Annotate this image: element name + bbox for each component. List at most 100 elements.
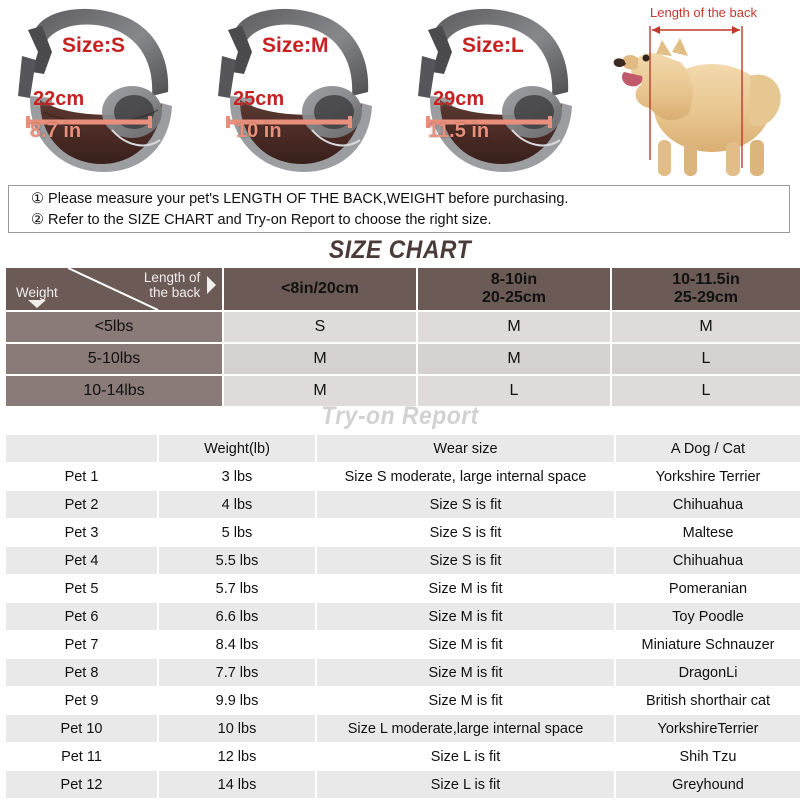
bag-inch-label: 11.5 in: [428, 120, 490, 142]
tryon-wear: Size M is fit: [317, 603, 614, 630]
tryon-header-animal: A Dog / Cat: [616, 435, 800, 462]
tryon-animal: Chihuahua: [616, 547, 800, 574]
corner-length-group: Length of the back: [144, 270, 216, 300]
table-row: Pet 12 14 lbs Size L is fit Greyhound: [6, 771, 800, 798]
size-chart-row: 10-14lbs M L L: [6, 376, 800, 406]
size-chart-header-row: Weight Length of the back <8in/20cm 8-10…: [6, 268, 800, 310]
table-row: Pet 3 5 lbs Size S is fit Maltese: [6, 519, 800, 546]
size-chart-cell: S: [224, 312, 416, 342]
tryon-header-row: Weight(lb) Wear size A Dog / Cat: [6, 435, 800, 462]
corner-weight-label: Weight: [16, 285, 58, 300]
corner-weight-group: Weight: [16, 285, 58, 308]
table-row: Pet 8 7.7 lbs Size M is fit DragonLi: [6, 659, 800, 686]
size-chart-corner-cell: Weight Length of the back: [6, 268, 222, 310]
measure-arrow-icon: [426, 116, 552, 128]
tryon-animal: DragonLi: [616, 659, 800, 686]
sling-bag-illustration: [18, 8, 172, 172]
tryon-header-weight: Weight(lb): [159, 435, 315, 462]
table-row: Pet 10 10 lbs Size L moderate,large inte…: [6, 715, 800, 742]
tryon-animal: YorkshireTerrier: [616, 715, 800, 742]
tryon-animal: Yorkshire Terrier: [616, 463, 800, 490]
size-chart-title: SIZE CHART: [328, 236, 472, 264]
size-chart-table: Weight Length of the back <8in/20cm 8-10…: [4, 266, 800, 408]
tryon-wear: Size L moderate,large internal space: [317, 715, 614, 742]
table-row: Pet 1 3 lbs Size S moderate, large inter…: [6, 463, 800, 490]
tryon-weight: 12 lbs: [159, 743, 315, 770]
size-chart-row: 5-10lbs M M L: [6, 344, 800, 374]
bag-image-medium: Size:M 25cm 10 in: [200, 0, 400, 182]
size-chart-row: <5lbs S M M: [6, 312, 800, 342]
size-chart-col-header: 8-10in 20-25cm: [418, 268, 610, 310]
measure-arrow-icon: [26, 116, 152, 128]
tryon-animal: Greyhound: [616, 771, 800, 798]
tryon-pet: Pet 3: [6, 519, 157, 546]
tryon-wear: Size M is fit: [317, 687, 614, 714]
tryon-animal: Shih Tzu: [616, 743, 800, 770]
table-row: Pet 4 5.5 lbs Size S is fit Chihuahua: [6, 547, 800, 574]
col-header-line1: <8in/20cm: [281, 280, 359, 297]
corner-length-text: Length of the back: [144, 270, 200, 300]
tryon-wear: Size S moderate, large internal space: [317, 463, 614, 490]
tryon-pet: Pet 12: [6, 771, 157, 798]
bag-size-label: Size:S: [62, 34, 126, 57]
triangle-down-icon: [27, 300, 46, 308]
col-header-line2: 25-29cm: [673, 289, 739, 306]
tryon-report-title: Try-on Report: [321, 402, 479, 430]
tryon-animal: British shorthair cat: [616, 687, 800, 714]
tryon-pet: Pet 9: [6, 687, 157, 714]
col-header-line2: 20-25cm: [481, 289, 547, 306]
tryon-weight: 3 lbs: [159, 463, 315, 490]
diagonal-divider-icon: [67, 268, 159, 310]
tryon-animal: Maltese: [616, 519, 800, 546]
bag-cm-label: 29cm: [433, 88, 485, 110]
tryon-header-wearsize: Wear size: [317, 435, 614, 462]
size-chart-cell: M: [418, 344, 610, 374]
tryon-pet: Pet 8: [6, 659, 157, 686]
pomeranian-dog-illustration: [613, 26, 781, 176]
tryon-weight: 5.7 lbs: [159, 575, 315, 602]
tryon-wear: Size L is fit: [317, 771, 614, 798]
tryon-pet: Pet 4: [6, 547, 157, 574]
tryon-pet: Pet 5: [6, 575, 157, 602]
size-chart-row-header: 10-14lbs: [6, 376, 222, 406]
tryon-animal: Toy Poodle: [616, 603, 800, 630]
col-header-line1: 10-11.5in: [672, 271, 740, 288]
tryon-animal: Pomeranian: [616, 575, 800, 602]
tryon-pet: Pet 11: [6, 743, 157, 770]
tryon-wear: Size L is fit: [317, 743, 614, 770]
measure-arrow-icon: [226, 116, 352, 128]
dog-photo: Length of the back: [600, 0, 800, 182]
size-chart-cell: M: [418, 312, 610, 342]
tryon-report-table: Weight(lb) Wear size A Dog / Cat Pet 1 3…: [4, 434, 800, 799]
size-chart-row-header: <5lbs: [6, 312, 222, 342]
bag-size-label: Size:M: [262, 34, 329, 57]
corner-length-line2: the back: [149, 285, 201, 300]
table-row: Pet 6 6.6 lbs Size M is fit Toy Poodle: [6, 603, 800, 630]
tryon-weight: 5 lbs: [159, 519, 315, 546]
tryon-weight: 7.7 lbs: [159, 659, 315, 686]
size-chart-cell: L: [612, 344, 800, 374]
bag-inch-label: 10 in: [236, 120, 282, 142]
size-chart-row-header: 5-10lbs: [6, 344, 222, 374]
tryon-weight: 4 lbs: [159, 491, 315, 518]
size-chart-col-header: 10-11.5in 25-29cm: [612, 268, 800, 310]
instruction-line-1: ① Please measure your pet's LENGTH OF TH…: [31, 191, 569, 207]
size-chart-col-header: <8in/20cm: [224, 268, 416, 310]
table-row: Pet 2 4 lbs Size S is fit Chihuahua: [6, 491, 800, 518]
tryon-wear: Size S is fit: [317, 519, 614, 546]
col-header-line1: 8-10in: [490, 271, 538, 288]
sling-bag-illustration: [218, 8, 372, 172]
bag-image-large: Size:L 29cm 11.5 in: [400, 0, 600, 182]
tryon-weight: 10 lbs: [159, 715, 315, 742]
bag-cm-label: 25cm: [233, 88, 285, 110]
tryon-weight: 6.6 lbs: [159, 603, 315, 630]
table-row: Pet 11 12 lbs Size L is fit Shih Tzu: [6, 743, 800, 770]
tryon-weight: 9.9 lbs: [159, 687, 315, 714]
tryon-wear: Size M is fit: [317, 659, 614, 686]
tryon-weight: 8.4 lbs: [159, 631, 315, 658]
tryon-pet: Pet 6: [6, 603, 157, 630]
tryon-animal: Miniature Schnauzer: [616, 631, 800, 658]
tryon-wear: Size S is fit: [317, 547, 614, 574]
product-image-strip: Size:S 22cm 8.7 in Size:M 25cm 10 in: [0, 0, 800, 182]
size-chart-cell: L: [612, 376, 800, 406]
